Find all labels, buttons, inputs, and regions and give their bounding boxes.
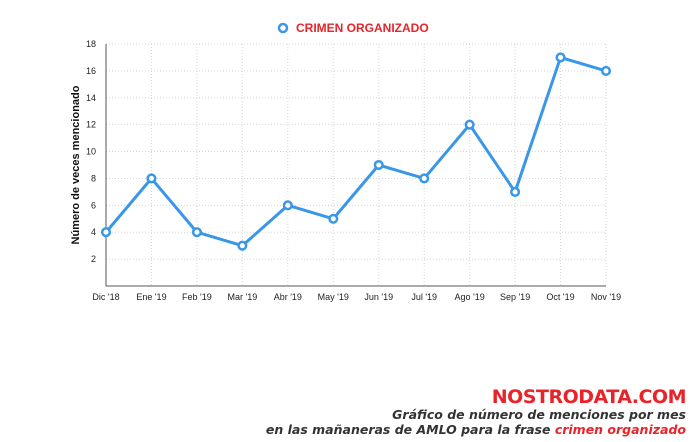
- caption-line-1: Gráfico de número de menciones por mes: [392, 407, 686, 422]
- data-point: [191, 227, 202, 238]
- data-point: [600, 65, 612, 76]
- series-crimen-organizado: [100, 52, 612, 251]
- x-tick-label: Feb '19: [182, 292, 212, 302]
- grid: [105, 43, 607, 286]
- data-point: [419, 173, 430, 184]
- x-tick-label: Dic '18: [92, 292, 119, 302]
- x-tick-label: Oct '19: [546, 292, 574, 302]
- y-tick-label: 6: [91, 200, 96, 210]
- x-tick-label: Ago '19: [455, 292, 485, 302]
- data-point: [464, 119, 475, 130]
- axes: 2 4 6 8 10 12 14 16 18 Dic '18 Ene '19 Feb '19 Mar '…: [86, 39, 621, 302]
- legend: CRIMEN ORGANIZADO: [277, 21, 429, 35]
- y-axis-label: Número de veces mencionado: [70, 85, 82, 244]
- chart-caption: Gráfico de número de menciones por mes e…: [266, 407, 686, 437]
- x-tick-label: Sep '19: [500, 292, 530, 302]
- data-point: [100, 227, 112, 238]
- x-tick-label: Jun '19: [364, 292, 393, 302]
- y-tick-label: 12: [86, 120, 96, 130]
- x-tick-label: May '19: [318, 292, 349, 302]
- caption-highlight: crimen organizado: [554, 422, 686, 437]
- data-point: [237, 240, 248, 251]
- y-tick-label: 14: [86, 93, 96, 103]
- data-point: [510, 186, 521, 197]
- caption-line-2-text: en las mañaneras de AMLO para la frase: [265, 422, 555, 437]
- series-line: [104, 55, 607, 248]
- y-tick-label: 16: [86, 66, 96, 76]
- x-tick-label: Nov '19: [591, 292, 621, 302]
- brand-logo: NOSTRODATA.COM: [491, 386, 687, 408]
- data-point: [328, 213, 339, 224]
- y-tick-label: 18: [86, 39, 96, 49]
- data-point: [146, 173, 157, 184]
- data-point: [282, 200, 293, 211]
- data-point: [555, 52, 566, 63]
- y-tick-label: 4: [91, 227, 96, 237]
- y-tick-label: 10: [86, 147, 96, 157]
- x-tick-label: Abr '19: [274, 292, 302, 302]
- x-tick-label: Ene '19: [136, 292, 166, 302]
- y-tick-label: 2: [91, 254, 96, 264]
- data-point: [373, 159, 384, 171]
- x-tick-label: Jul '19: [411, 292, 437, 302]
- y-tick-label: 8: [91, 173, 96, 183]
- x-tick-label: Mar '19: [227, 292, 257, 302]
- caption-line-2: en las mañaneras de AMLO para la frase c…: [266, 422, 686, 437]
- legend-label: CRIMEN ORGANIZADO: [296, 21, 429, 35]
- legend-marker: [277, 22, 289, 34]
